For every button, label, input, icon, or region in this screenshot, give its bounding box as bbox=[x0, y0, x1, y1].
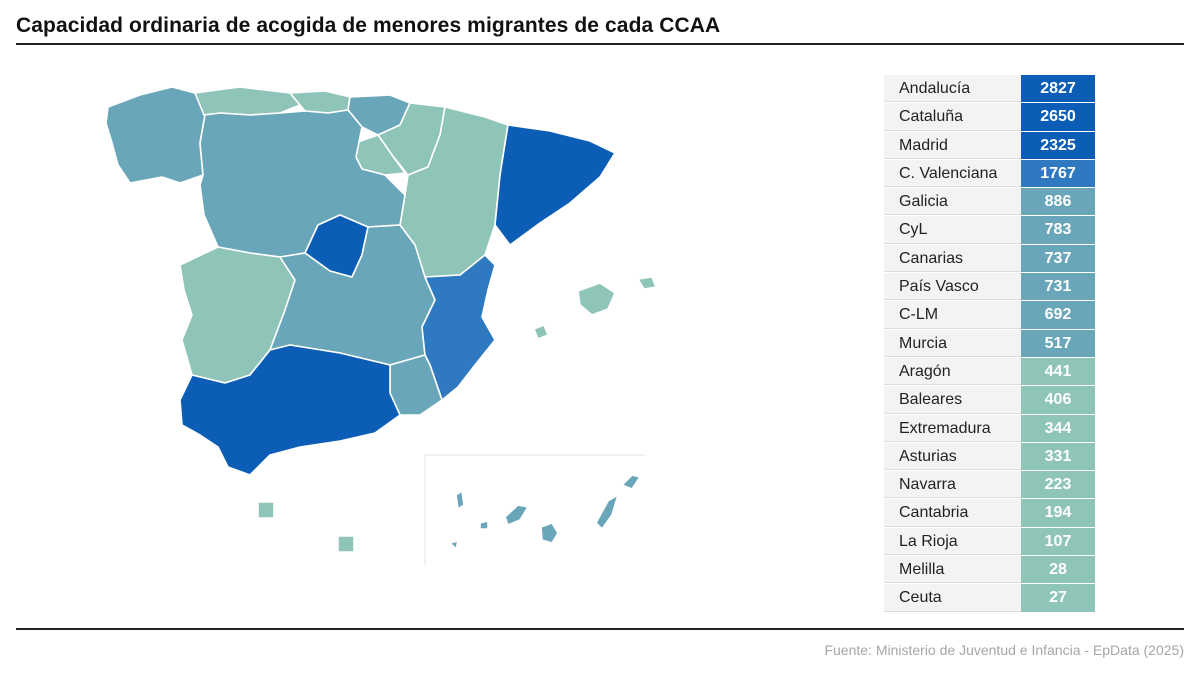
region-value: 1767 bbox=[1021, 159, 1095, 189]
region-value: 441 bbox=[1021, 357, 1095, 387]
region-name: C-LM bbox=[884, 301, 1021, 329]
table-row: Canarias 737 bbox=[884, 244, 1095, 274]
table-row: Murcia 517 bbox=[884, 329, 1095, 358]
region-galicia[interactable] bbox=[105, 86, 206, 184]
region-name: Extremadura bbox=[884, 414, 1021, 442]
spain-choropleth-map bbox=[100, 65, 680, 565]
table-row: C. Valenciana 1767 bbox=[884, 159, 1095, 189]
bottom-divider bbox=[16, 628, 1184, 630]
region-value: 194 bbox=[1021, 499, 1095, 528]
region-cantabria[interactable] bbox=[289, 90, 351, 114]
table-row: La Rioja 107 bbox=[884, 527, 1095, 557]
region-value: 406 bbox=[1021, 386, 1095, 415]
region-asturias[interactable] bbox=[194, 86, 301, 116]
region-baleares-ibiza[interactable] bbox=[533, 324, 549, 340]
table-row: Cantabria 194 bbox=[884, 499, 1095, 528]
table-row: Melilla 28 bbox=[884, 556, 1095, 585]
ranking-table: Andalucía 2827 Cataluña 2650 Madrid 2325 C. Va… bbox=[884, 75, 1095, 613]
top-divider bbox=[16, 43, 1184, 45]
region-canarias-gran-canaria[interactable] bbox=[540, 522, 559, 544]
table-row: Extremadura 344 bbox=[884, 414, 1095, 443]
region-canarias-el-hierro[interactable] bbox=[449, 540, 459, 550]
region-name: País Vasco bbox=[884, 273, 1021, 301]
region-baleares-menorca[interactable] bbox=[637, 276, 657, 290]
region-melilla[interactable] bbox=[337, 535, 355, 553]
region-name: La Rioja bbox=[884, 527, 1021, 556]
region-name: CyL bbox=[884, 216, 1021, 244]
region-value: 107 bbox=[1021, 527, 1095, 557]
region-value: 344 bbox=[1021, 414, 1095, 443]
table-row: Aragón 441 bbox=[884, 357, 1095, 387]
region-value: 517 bbox=[1021, 329, 1095, 358]
region-value: 692 bbox=[1021, 301, 1095, 330]
chart-title: Capacidad ordinaria de acogida de menore… bbox=[16, 14, 721, 37]
region-canarias-tenerife[interactable] bbox=[504, 504, 529, 526]
region-canarias-lanzarote[interactable] bbox=[621, 474, 641, 490]
region-name: C. Valenciana bbox=[884, 159, 1021, 188]
table-row: Baleares 406 bbox=[884, 386, 1095, 415]
region-canarias-la-gomera[interactable] bbox=[479, 520, 489, 530]
table-row: Navarra 223 bbox=[884, 471, 1095, 500]
table-row: Cataluña 2650 bbox=[884, 103, 1095, 132]
region-value: 886 bbox=[1021, 188, 1095, 217]
region-name: Cataluña bbox=[884, 103, 1021, 131]
canarias-inset-frame bbox=[424, 454, 645, 565]
region-value: 27 bbox=[1021, 584, 1095, 613]
region-value: 2650 bbox=[1021, 103, 1095, 132]
region-name: Andalucía bbox=[884, 75, 1021, 103]
region-canarias-fuerteventura[interactable] bbox=[595, 494, 619, 530]
table-row: Madrid 2325 bbox=[884, 131, 1095, 160]
region-baleares-mallorca[interactable] bbox=[577, 282, 616, 316]
table-row: Galicia 886 bbox=[884, 188, 1095, 217]
table-row: Ceuta 27 bbox=[884, 584, 1095, 613]
region-name: Asturias bbox=[884, 442, 1021, 471]
region-name: Murcia bbox=[884, 329, 1021, 357]
table-row: Asturias 331 bbox=[884, 442, 1095, 472]
region-name: Melilla bbox=[884, 556, 1021, 584]
region-ceuta[interactable] bbox=[257, 501, 275, 519]
region-name: Galicia bbox=[884, 188, 1021, 216]
region-value: 223 bbox=[1021, 471, 1095, 500]
table-row: País Vasco 731 bbox=[884, 273, 1095, 302]
region-name: Madrid bbox=[884, 131, 1021, 159]
source-note: Fuente: Ministerio de Juventud e Infanci… bbox=[824, 642, 1184, 658]
table-row: CyL 783 bbox=[884, 216, 1095, 245]
region-value: 737 bbox=[1021, 244, 1095, 274]
region-name: Aragón bbox=[884, 357, 1021, 386]
region-value: 2325 bbox=[1021, 131, 1095, 160]
table-row: Andalucía 2827 bbox=[884, 75, 1095, 104]
region-name: Baleares bbox=[884, 386, 1021, 414]
region-name: Cantabria bbox=[884, 499, 1021, 527]
region-c-valenciana[interactable] bbox=[421, 254, 496, 401]
region-cataluna[interactable] bbox=[494, 124, 616, 246]
region-value: 2827 bbox=[1021, 75, 1095, 104]
region-name: Canarias bbox=[884, 244, 1021, 273]
table-row: C-LM 692 bbox=[884, 301, 1095, 330]
region-canarias-la-palma[interactable] bbox=[455, 490, 465, 510]
region-name: Navarra bbox=[884, 471, 1021, 499]
region-value: 28 bbox=[1021, 556, 1095, 585]
region-value: 331 bbox=[1021, 442, 1095, 472]
region-value: 783 bbox=[1021, 216, 1095, 245]
region-name: Ceuta bbox=[884, 584, 1021, 612]
region-value: 731 bbox=[1021, 273, 1095, 302]
region-andalucia[interactable] bbox=[179, 344, 401, 476]
